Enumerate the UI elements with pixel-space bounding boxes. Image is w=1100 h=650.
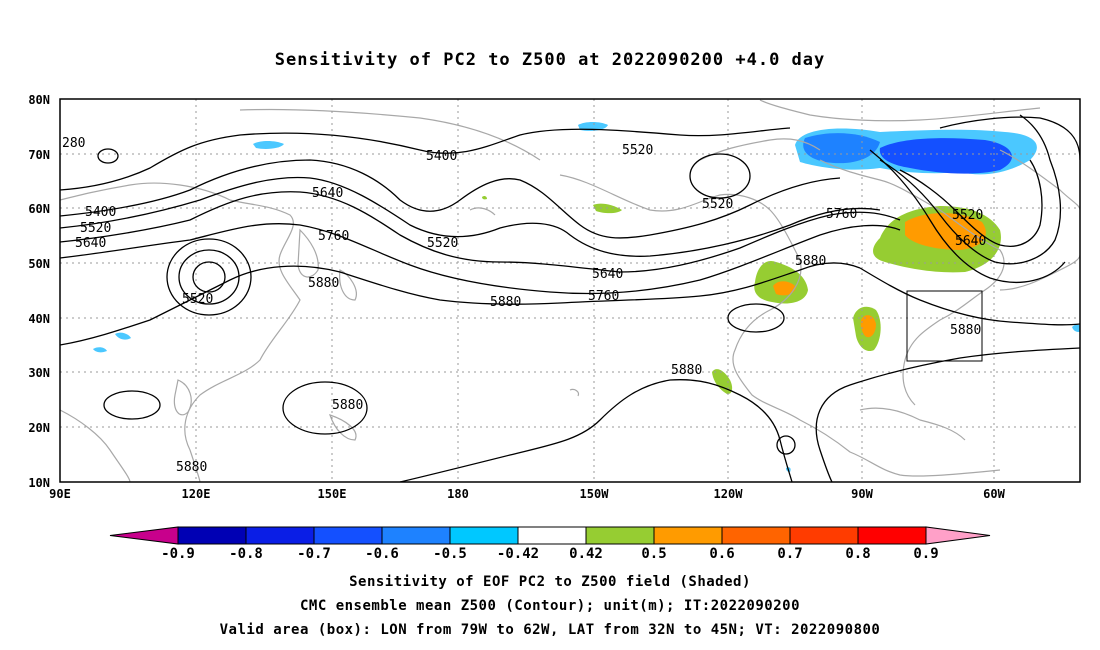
lat-label: 20N [28, 421, 50, 435]
colorbar-tick-label: -0.8 [229, 546, 263, 562]
colorbar-swatch [653, 526, 723, 545]
lat-label: 30N [28, 366, 50, 380]
contour-label: 5520 [702, 197, 733, 212]
contour-label: 5880 [795, 254, 826, 269]
small-blue-3 [115, 332, 131, 340]
contour-label: 5760 [588, 289, 619, 304]
contour-label: 5520 [80, 221, 111, 236]
colorbar-arrow-right [925, 526, 991, 545]
lat-label: 50N [28, 257, 50, 271]
colorbar: -0.9 -0.8 -0.7 -0.6 -0.5 -0.42 0.42 0.5 0.6 0.7 0.… [109, 526, 991, 562]
colorbar-tick-label: 0.6 [709, 546, 734, 562]
coastlines [60, 99, 1080, 482]
contour-label: 5880 [176, 460, 207, 475]
colorbar-swatch [381, 526, 451, 545]
longitude-labels: 90E 120E 150E 180 150W 120W 90W 60W [49, 487, 1005, 501]
colorbar-swatch [313, 526, 383, 545]
negative-region-core [879, 138, 1012, 174]
lon-label: 60W [983, 487, 1005, 501]
caption-line-1: Sensitivity of EOF PC2 to Z500 field (Sh… [349, 574, 751, 590]
sensitivity-shading [93, 122, 1080, 472]
lat-label: 60N [28, 202, 50, 216]
closed-low-west-3 [166, 238, 252, 316]
contour-label: 280 [62, 136, 85, 151]
positive-region-rockies-core [773, 281, 796, 296]
colorbar-tick-label: -0.42 [497, 546, 539, 562]
colorbar-tick-label: 0.7 [777, 546, 802, 562]
contour-label: 5520 [952, 208, 983, 223]
contour-label: 5520 [622, 143, 653, 158]
colorbar-tick-label: 0.8 [845, 546, 870, 562]
contour-label: 5520 [182, 292, 213, 307]
positive-region-gulf-core [860, 315, 876, 338]
colorbar-tick-label: -0.5 [433, 546, 467, 562]
graticule [60, 99, 1080, 482]
colorbar-tick-label: -0.6 [365, 546, 399, 562]
small-blue-2 [253, 141, 284, 149]
lat-label: 10N [28, 476, 50, 490]
colorbar-tick-label: 0.9 [913, 546, 938, 562]
colorbar-swatch [517, 526, 587, 545]
colorbar-tick-label: 0.42 [569, 546, 603, 562]
small-blue-4 [93, 347, 107, 353]
contour-label: 5640 [592, 267, 623, 282]
contour-label: 5640 [955, 234, 986, 249]
map-title: Sensitivity of PC2 to Z500 at 2022090200… [274, 50, 826, 70]
caption-line-2: CMC ensemble mean Z500 (Contour); unit(m… [299, 598, 800, 614]
z500-contours [60, 114, 1080, 482]
closed-contour-siberia [97, 148, 119, 164]
contour-label: 5880 [308, 276, 339, 291]
contour-label: 5400 [85, 205, 116, 220]
caption-line-3: Valid area (box): LON from 79W to 62W, L… [219, 622, 881, 638]
positive-region-northeast-core [905, 213, 986, 250]
lon-label: 120E [182, 487, 211, 501]
contour-label: 5640 [312, 186, 343, 201]
contour-label: 5880 [332, 398, 363, 413]
lon-label: 180 [447, 487, 469, 501]
lon-label: 120W [714, 487, 744, 501]
closed-contour-alaska [689, 153, 751, 199]
latitude-labels: 80N 70N 60N 50N 40N 30N 20N 10N [28, 93, 50, 490]
colorbar-swatch [177, 526, 247, 545]
negative-region-mid [803, 133, 880, 164]
contour-label: 5760 [826, 207, 857, 222]
valid-area-box [906, 290, 983, 362]
lon-label: 90E [49, 487, 71, 501]
colorbar-swatch [585, 526, 655, 545]
colorbar-swatch [245, 526, 315, 545]
lon-label: 150W [580, 487, 610, 501]
colorbar-swatch [857, 526, 927, 545]
colorbar-swatch [721, 526, 791, 545]
contour-labels: 280 5400 5520 5400 5520 5640 5640 5760 5… [62, 136, 986, 475]
contour-label: 5880 [490, 295, 521, 310]
contour-label: 5880 [671, 363, 702, 378]
contour-label: 5760 [318, 229, 349, 244]
small-blue-5 [1072, 324, 1080, 332]
closed-high-pacific [282, 381, 368, 435]
contour-label: 5520 [427, 236, 458, 251]
lat-label: 80N [28, 93, 50, 107]
contour-label: 5400 [426, 149, 457, 164]
lat-label: 40N [28, 312, 50, 326]
closed-contour-rockies [727, 303, 785, 333]
closed-contour-gulf [776, 435, 796, 455]
plot-frame [59, 98, 1081, 483]
colorbar-swatch [449, 526, 519, 545]
colorbar-tick-label: -0.7 [297, 546, 331, 562]
closed-high-asia [103, 390, 161, 420]
colorbar-tick-label: 0.5 [641, 546, 666, 562]
lat-label: 70N [28, 148, 50, 162]
colorbar-tick-label: -0.9 [161, 546, 195, 562]
positive-region-mexico [712, 369, 733, 395]
lon-label: 90W [851, 487, 873, 501]
closed-low-west-2 [178, 249, 240, 305]
contour-label: 5880 [950, 323, 981, 338]
closed-low-west [192, 261, 226, 293]
colorbar-swatch [789, 526, 859, 545]
contour-label: 5640 [75, 236, 106, 251]
positive-region-small [482, 195, 487, 200]
colorbar-arrow-left [109, 526, 179, 545]
lon-label: 150E [318, 487, 347, 501]
